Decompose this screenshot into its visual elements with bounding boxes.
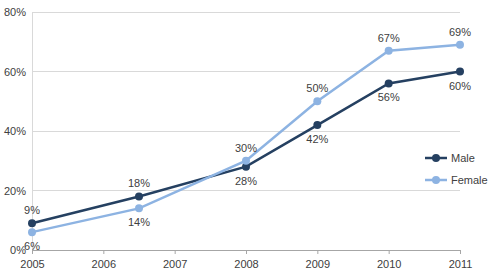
y-tick: 80%: [4, 6, 32, 18]
y-tick: 60%: [4, 66, 32, 78]
data-label: 14%: [128, 216, 150, 228]
x-tick: 2006: [92, 250, 116, 270]
chart: 0%20%40%60%80%20052006200720082009201020…: [0, 0, 495, 279]
legend-marker: [432, 154, 440, 162]
y-tick-label: 60%: [4, 66, 26, 78]
x-tick: 2008: [234, 250, 258, 270]
x-tick-mark: [389, 250, 390, 254]
legend-label: Male: [451, 152, 475, 164]
x-tick-mark: [175, 250, 176, 254]
point-marker: [242, 157, 250, 165]
x-tick-label: 2008: [234, 258, 258, 270]
legend-marker: [432, 176, 440, 184]
x-tick-mark: [460, 250, 461, 254]
x-tick: 2011: [449, 250, 473, 270]
point-marker: [135, 192, 143, 200]
point-marker: [385, 79, 393, 87]
x-axis: 2005 2006 2007 2008 2009 2010 2011: [20, 250, 472, 270]
series-line: [32, 45, 460, 232]
data-labels: 9% 18% 28% 42% 56% 60% 6% 14% 30% 50% 67% 69%: [24, 26, 471, 252]
point-marker: [385, 47, 393, 55]
x-tick: 2005: [20, 250, 44, 270]
plot-marks: [28, 41, 464, 236]
x-tick-label: 2009: [306, 258, 330, 270]
data-label: 6%: [24, 240, 40, 252]
x-tick-mark: [317, 250, 318, 254]
legend: Male Female: [425, 152, 488, 186]
grid: [32, 12, 460, 250]
data-label: 60%: [449, 80, 471, 92]
x-tick-mark: [246, 250, 247, 254]
legend-label: Female: [451, 174, 488, 186]
point-marker: [135, 204, 143, 212]
x-axis-line: [33, 251, 461, 255]
point-marker: [28, 228, 36, 236]
data-label: 56%: [378, 91, 400, 103]
data-label: 50%: [306, 82, 328, 94]
point-marker: [456, 68, 464, 76]
point-marker: [456, 41, 464, 49]
data-label: 30%: [235, 142, 257, 154]
data-label: 67%: [378, 32, 400, 44]
data-label: 9%: [24, 204, 40, 216]
point-marker: [313, 97, 321, 105]
data-label: 69%: [449, 26, 471, 38]
data-label: 42%: [306, 133, 328, 145]
y-tick: 40%: [4, 125, 32, 137]
x-tick-mark: [103, 250, 104, 254]
legend-item: Female: [425, 174, 488, 186]
x-tick-label: 2006: [92, 258, 116, 270]
data-label: 18%: [128, 177, 150, 189]
x-tick-label: 2011: [449, 258, 473, 270]
y-tick-label: 20%: [4, 185, 26, 197]
grid-line: [32, 12, 460, 13]
grid-line: [32, 71, 460, 72]
x-tick: 2007: [163, 250, 187, 270]
point-marker: [313, 121, 321, 129]
legend-item: Male: [425, 152, 475, 164]
x-tick-label: 2007: [163, 258, 187, 270]
data-label: 28%: [235, 175, 257, 187]
point-marker: [28, 219, 36, 227]
y-tick-label: 40%: [4, 125, 26, 137]
series-line: [32, 72, 460, 224]
y-tick: 20%: [4, 185, 32, 197]
y-tick-label: 80%: [4, 6, 26, 18]
x-tick: 2009: [306, 250, 330, 270]
grid-line: [32, 190, 460, 191]
grid-line: [32, 131, 460, 132]
x-tick: 2010: [377, 250, 401, 270]
x-tick-label: 2005: [20, 258, 44, 270]
y-axis: 0%20%40%60%80%: [4, 6, 33, 256]
x-tick-label: 2010: [377, 258, 401, 270]
